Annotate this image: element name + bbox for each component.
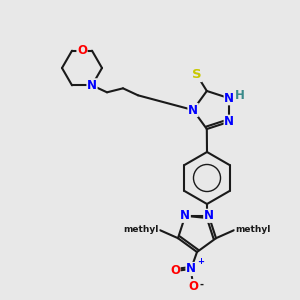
Text: O: O bbox=[188, 280, 198, 292]
Text: N: N bbox=[87, 79, 97, 92]
Text: methyl: methyl bbox=[124, 225, 159, 234]
Text: O: O bbox=[170, 265, 180, 278]
Text: S: S bbox=[192, 68, 202, 82]
Text: N: N bbox=[224, 92, 234, 105]
Text: H: H bbox=[235, 89, 245, 102]
Text: N: N bbox=[180, 209, 190, 222]
Text: N: N bbox=[204, 209, 214, 222]
Text: N: N bbox=[188, 103, 198, 116]
Text: +: + bbox=[197, 257, 204, 266]
Text: N: N bbox=[224, 115, 234, 128]
Text: O: O bbox=[77, 44, 87, 57]
Text: methyl: methyl bbox=[235, 225, 270, 234]
Text: N: N bbox=[186, 262, 196, 275]
Text: methyl: methyl bbox=[158, 229, 163, 230]
Text: -: - bbox=[199, 280, 203, 290]
